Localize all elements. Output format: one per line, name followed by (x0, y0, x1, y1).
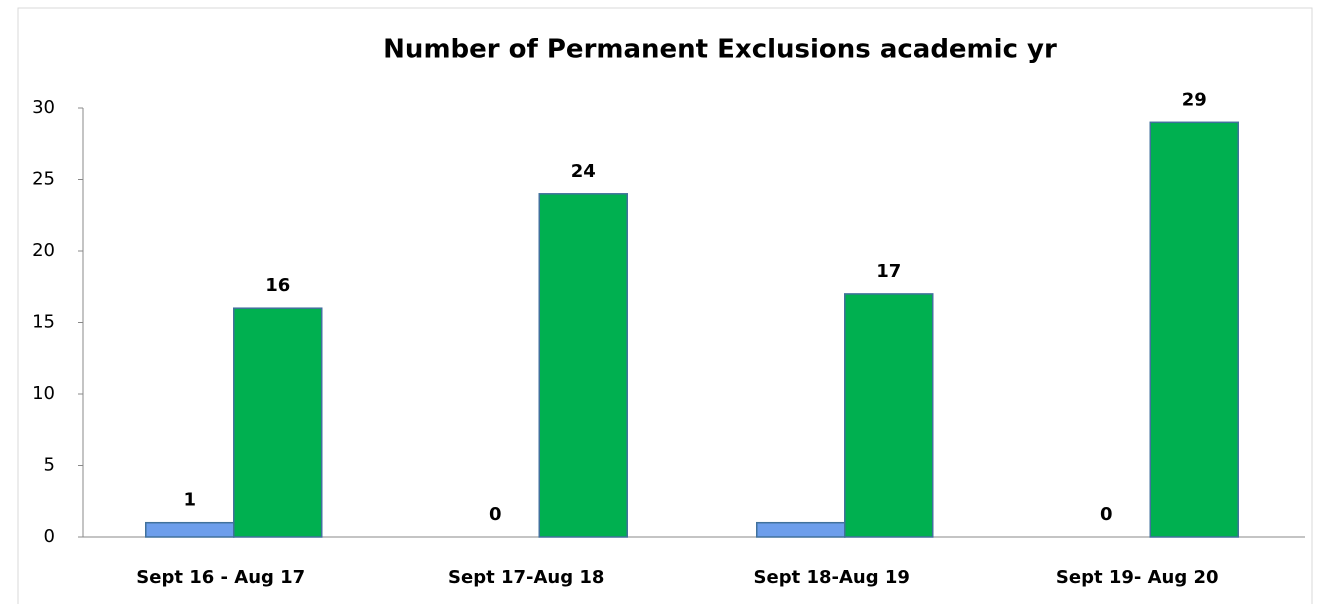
bar (538, 193, 628, 538)
data-label: 16 (265, 275, 290, 296)
bar (756, 521, 846, 538)
data-label: 24 (571, 161, 596, 182)
y-tick-label: 30 (32, 97, 55, 118)
x-tick-label: Sept 18-Aug 19 (754, 567, 910, 588)
x-tick-label: Sept 17-Aug 18 (448, 567, 604, 588)
data-label: 17 (876, 261, 901, 282)
y-tick-label: 15 (32, 312, 55, 333)
x-tick-label: Sept 19- Aug 20 (1056, 567, 1219, 588)
bar (1149, 121, 1239, 538)
y-tick-label: 20 (32, 240, 55, 261)
y-tick-label: 0 (44, 526, 55, 547)
y-tick-label: 10 (32, 383, 55, 404)
bar (844, 293, 934, 538)
data-label: 0 (1100, 504, 1113, 525)
x-tick-label: Sept 16 - Aug 17 (136, 567, 305, 588)
bar (145, 521, 235, 538)
y-tick-label: 5 (44, 455, 55, 476)
bar (233, 307, 323, 538)
chart-title: Number of Permanent Exclusions academic … (383, 35, 1057, 65)
chart-border (17, 7, 1313, 604)
data-label: 0 (489, 504, 502, 525)
data-label: 1 (183, 490, 196, 511)
y-tick-label: 25 (32, 169, 55, 190)
data-label: 29 (1182, 89, 1207, 110)
